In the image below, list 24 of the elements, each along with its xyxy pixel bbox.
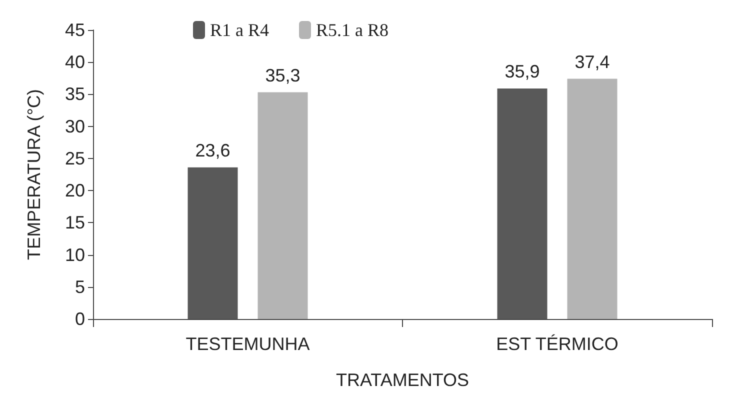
- bar: [188, 167, 238, 319]
- bar: [497, 88, 548, 319]
- data-label: 35,9: [504, 61, 540, 82]
- y-tick-label: 10: [64, 244, 85, 265]
- legend-label: R5.1 a R8: [316, 20, 389, 40]
- y-tick-label: 20: [64, 180, 85, 201]
- y-tick-label: 5: [74, 276, 85, 297]
- y-tick-label: 45: [64, 20, 85, 40]
- y-tick-label: 15: [64, 212, 85, 233]
- x-axis-title: TRATAMENTOS: [336, 370, 470, 390]
- y-tick-label: 40: [64, 52, 85, 72]
- y-tick-label: 25: [64, 148, 85, 168]
- legend-label: R1 a R4: [210, 20, 270, 40]
- data-label: 35,3: [265, 65, 300, 86]
- data-label: 23,6: [195, 140, 230, 160]
- y-tick-label: 30: [64, 116, 85, 136]
- bar: [567, 78, 618, 319]
- y-axis-title: TEMPERATURA (°C): [24, 89, 44, 260]
- y-tick-label: 0: [74, 309, 85, 329]
- x-tick-label: EST TÉRMICO: [496, 334, 618, 354]
- x-tick-label: TESTEMUNHA: [186, 334, 310, 354]
- bar: [258, 92, 308, 319]
- data-label: 37,4: [574, 52, 610, 72]
- y-tick-label: 35: [64, 84, 85, 104]
